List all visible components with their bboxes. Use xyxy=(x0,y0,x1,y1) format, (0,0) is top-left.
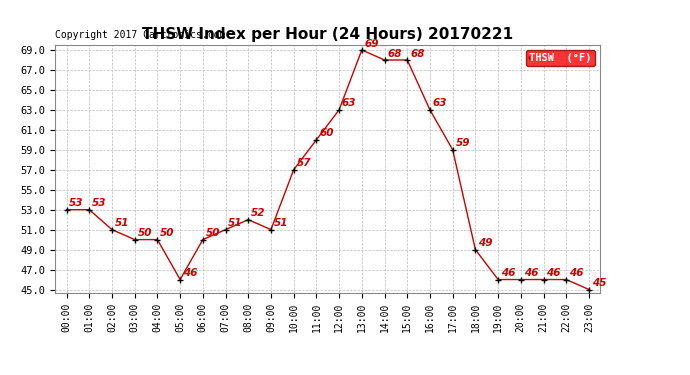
Text: 51: 51 xyxy=(115,218,129,228)
Text: 51: 51 xyxy=(274,218,288,228)
Text: 46: 46 xyxy=(546,268,561,278)
Text: 53: 53 xyxy=(69,198,83,208)
Text: 57: 57 xyxy=(297,158,311,168)
Text: 68: 68 xyxy=(410,49,424,58)
Text: 46: 46 xyxy=(501,268,515,278)
Text: 69: 69 xyxy=(364,39,379,49)
Text: 63: 63 xyxy=(433,99,447,108)
Legend: THSW  (°F): THSW (°F) xyxy=(526,50,595,66)
Text: 53: 53 xyxy=(92,198,106,208)
Text: 45: 45 xyxy=(592,278,607,288)
Text: 51: 51 xyxy=(228,218,243,228)
Text: 50: 50 xyxy=(206,228,220,238)
Text: 63: 63 xyxy=(342,99,356,108)
Text: 46: 46 xyxy=(524,268,538,278)
Text: 68: 68 xyxy=(387,49,402,58)
Text: 50: 50 xyxy=(160,228,175,238)
Title: THSW Index per Hour (24 Hours) 20170221: THSW Index per Hour (24 Hours) 20170221 xyxy=(142,27,513,42)
Text: 46: 46 xyxy=(183,268,197,278)
Text: Copyright 2017 Cartronics.com: Copyright 2017 Cartronics.com xyxy=(55,30,226,40)
Text: 46: 46 xyxy=(569,268,584,278)
Text: 49: 49 xyxy=(478,238,493,248)
Text: 52: 52 xyxy=(251,208,266,218)
Text: 60: 60 xyxy=(319,128,334,138)
Text: 50: 50 xyxy=(137,228,152,238)
Text: 59: 59 xyxy=(455,138,470,148)
